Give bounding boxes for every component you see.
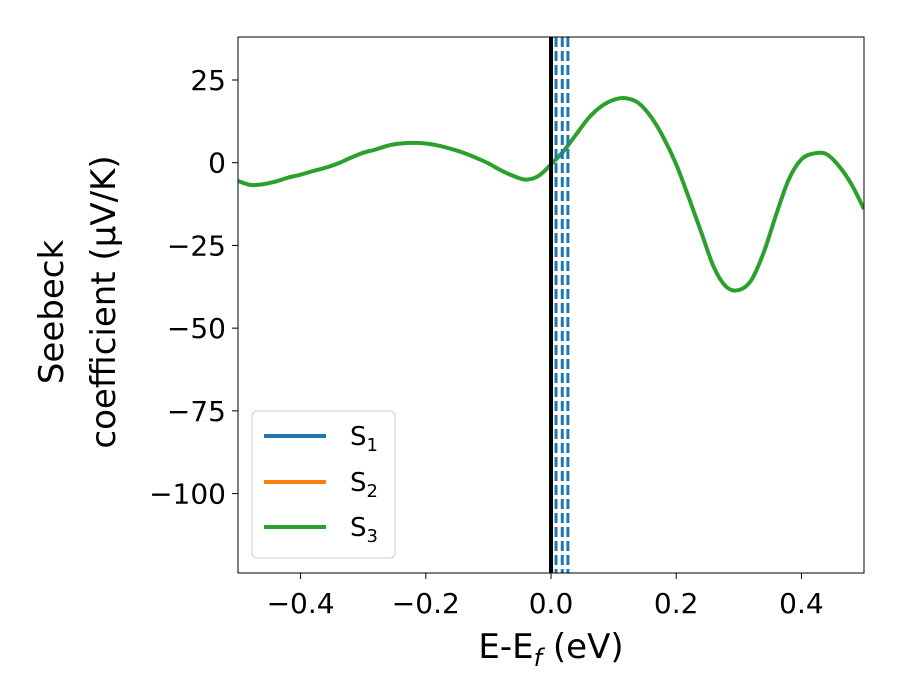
y-tick-label: −25 [167, 229, 226, 262]
x-tick-label: 0.2 [654, 587, 699, 620]
legend-label-s3: S3 [350, 513, 378, 547]
y-tick-label: −75 [167, 395, 226, 428]
y-axis-title: Seebeck coefficient (μV/K) [32, 155, 124, 448]
legend: S1 S2 S3 [251, 410, 396, 559]
legend-label-s2: S2 [350, 468, 378, 502]
x-tick-label: 0.0 [529, 587, 574, 620]
legend-box [251, 410, 396, 559]
legend-label-s1: S1 [350, 422, 378, 456]
y-axis-title-line2: coefficient (μV/K) [84, 155, 124, 448]
x-tick-label: −0.4 [267, 587, 335, 620]
y-tick-label: −100 [149, 478, 226, 511]
y-axis-title-line1: Seebeck [32, 240, 72, 385]
y-tick-label: 0 [208, 147, 226, 180]
x-axis-title: E-Ef (eV) [478, 627, 623, 672]
x-tick-label: −0.2 [392, 587, 460, 620]
y-tick-label: 25 [190, 64, 226, 97]
y-tick-label: −50 [167, 312, 226, 345]
axis-ticks: −0.4 −0.2 0.0 0.2 0.4 25 0 −25 −50 −75 −100 [149, 64, 824, 620]
x-tick-label: 0.4 [779, 587, 824, 620]
plot-area [238, 37, 864, 573]
